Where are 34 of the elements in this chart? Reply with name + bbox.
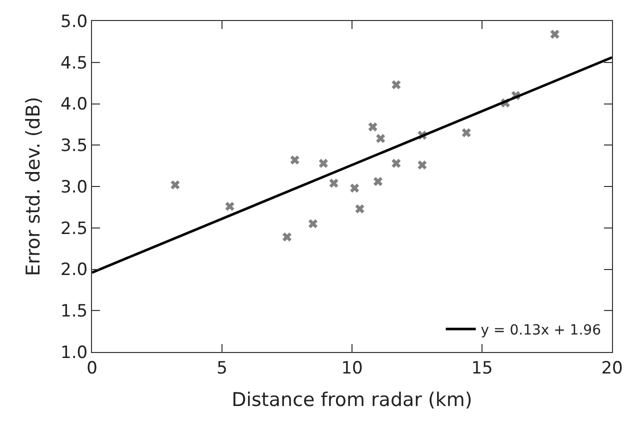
x-tick-label: 5 xyxy=(216,358,228,378)
point xyxy=(318,158,328,168)
y-tick-label: 3.0 xyxy=(60,177,88,198)
point xyxy=(550,30,560,39)
y-tick-label: 4.0 xyxy=(60,94,88,115)
point xyxy=(308,219,318,228)
point xyxy=(462,128,471,138)
point xyxy=(350,184,360,193)
y-tick-label: 3.5 xyxy=(60,136,88,156)
point xyxy=(373,177,383,186)
y-tick-label: 2.5 xyxy=(60,218,88,239)
y-tick-label: 1.0 xyxy=(60,342,88,363)
y-axis-title: Error std. dev. (dB) xyxy=(22,96,44,276)
x-tick-label: 10 xyxy=(341,358,363,378)
point xyxy=(170,180,180,190)
y-tick-label: 1.5 xyxy=(60,302,88,322)
point xyxy=(418,160,427,170)
point xyxy=(392,80,401,90)
point xyxy=(225,202,234,211)
x-tick-label: 15 xyxy=(471,358,493,378)
x-tick-label: 0 xyxy=(86,358,98,378)
y-tick-label: 2.0 xyxy=(60,260,88,280)
point xyxy=(376,134,386,144)
x-axis-title: Distance from radar (km) xyxy=(232,389,472,412)
point xyxy=(329,178,338,188)
legend-label: y = 0.13x + 1.96 xyxy=(480,322,602,338)
point xyxy=(355,204,364,214)
y-tick-label: 4.5 xyxy=(60,53,88,74)
point xyxy=(392,158,401,168)
x-tick-label: 20 xyxy=(601,358,623,378)
y-tick-label: 5.0 xyxy=(60,12,88,32)
point xyxy=(290,156,300,165)
point xyxy=(282,232,292,242)
point xyxy=(368,122,378,132)
